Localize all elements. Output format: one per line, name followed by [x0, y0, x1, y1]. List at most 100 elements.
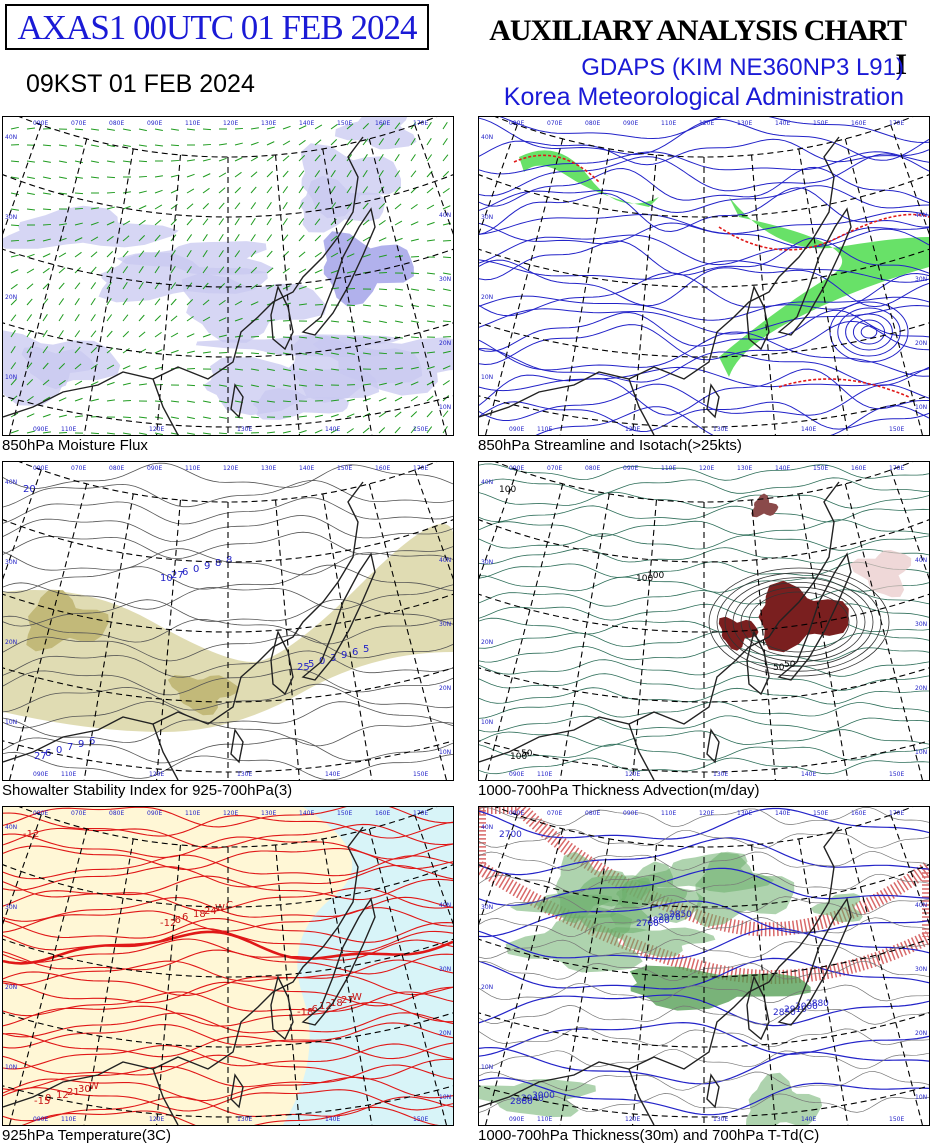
flux-arrow [298, 336, 307, 339]
flux-arrow [410, 411, 418, 418]
graticule-labels: 090E 070E 080E 090E 110E 120E 130E 140E 150E 160E… [481, 810, 927, 1123]
lon-tick-label-bottom: 090E [509, 426, 524, 433]
flux-arrow [154, 315, 162, 322]
lon-tick-label-bottom: 120E [149, 1116, 164, 1123]
flux-arrow [26, 283, 34, 290]
flux-arrow [266, 218, 272, 226]
flux-arrow [138, 190, 147, 194]
flux-arrow [42, 346, 49, 354]
coastline [479, 136, 852, 435]
contour-label: 9 [204, 561, 210, 572]
flux-arrow [42, 396, 51, 402]
lat-tick-label-right: 10N [915, 404, 927, 411]
isotherm [3, 991, 453, 1017]
flux-arrow [266, 431, 275, 434]
flux-arrow [362, 320, 371, 324]
advection-ring [732, 582, 866, 662]
flux-arrow [426, 351, 435, 354]
flux-arrow [394, 220, 403, 226]
flux-arrow [170, 315, 178, 322]
flux-arrow [122, 382, 131, 386]
flux-arrow [10, 269, 19, 274]
vortex-ring [837, 307, 901, 357]
panel-moisture-flux: 090E 070E 080E 090E 110E 120E 130E 140E 150E 160E… [2, 116, 454, 436]
flux-arrow [282, 384, 291, 387]
warm-advection-core [718, 616, 759, 651]
flux-arrow [426, 426, 433, 434]
flux-arrow [282, 202, 288, 210]
flux-arrow [298, 384, 307, 387]
flux-arrow [282, 218, 288, 226]
flux-arrow [218, 299, 226, 306]
advection-ring [708, 567, 890, 677]
lon-tick-label-top: 080E [109, 465, 124, 472]
flux-arrow [186, 350, 195, 354]
flux-arrow [10, 378, 17, 386]
flux-arrow [362, 383, 371, 386]
flux-arrow [90, 128, 99, 131]
flux-arrow [42, 413, 51, 418]
flux-arrow [378, 254, 387, 258]
flux-arrow [10, 298, 18, 306]
flux-arrow [330, 368, 339, 371]
flux-arrow [362, 427, 370, 434]
flux-arrow [42, 238, 51, 242]
coast-korea [746, 284, 770, 351]
lat-tick-label-right: 30N [439, 966, 451, 973]
flux-arrow [106, 128, 115, 131]
flux-arrow [170, 266, 176, 274]
lon-tick-label-bottom: 140E [325, 426, 340, 433]
flux-arrow [42, 314, 48, 322]
graticule [3, 807, 453, 1125]
flux-arrow [314, 429, 323, 434]
flux-arrow [442, 410, 449, 418]
flux-arrow [154, 128, 163, 131]
lat-tick-label-right: 40N [439, 557, 451, 564]
ssi-contour [3, 480, 453, 508]
flux-arrow [122, 205, 131, 210]
flux-arrow [106, 314, 113, 322]
flux-arrow [138, 282, 144, 290]
meridian-line [844, 828, 924, 1125]
flux-arrow [426, 154, 433, 162]
lon-tick-label-top: 160E [375, 810, 390, 817]
flux-arrow [106, 381, 115, 386]
flux-arrow [74, 397, 83, 402]
lon-tick-label-bottom: 110E [61, 1116, 76, 1123]
flux-arrow [378, 138, 385, 146]
flux-arrow [378, 304, 387, 307]
flux-arrow [202, 432, 211, 435]
flux-arrow [330, 320, 339, 323]
isotherm [3, 1001, 453, 1027]
flux-arrow [266, 170, 274, 178]
lon-tick-label-top: 160E [851, 120, 866, 127]
flux-arrow [202, 234, 208, 242]
flux-arrow [170, 218, 178, 226]
flux-arrow [378, 427, 386, 434]
isotherm [21, 1106, 439, 1125]
flux-arrow [442, 256, 452, 259]
flux-arrow [202, 282, 209, 290]
flux-arrow [122, 160, 132, 163]
meridian-line [322, 493, 373, 780]
flux-arrow [266, 155, 274, 162]
contour-label: 5 [308, 659, 314, 670]
lon-tick-label-top: 110E [185, 810, 200, 817]
map-canvas: 2700276028502880288029102940297030003000… [479, 807, 929, 1125]
flux-arrow [202, 400, 211, 404]
flux-arrow [122, 235, 130, 242]
flux-arrow [426, 138, 432, 146]
flux-arrow [186, 218, 193, 226]
flux-arrow [298, 218, 305, 226]
coast-indochina [628, 1068, 655, 1125]
flux-arrow [282, 234, 289, 242]
flux-arrow [218, 202, 225, 210]
lat-tick-label-right: 30N [915, 276, 927, 283]
flux-arrow [426, 410, 433, 418]
flux-arrow [10, 362, 17, 370]
flux-arrow [234, 127, 244, 130]
flux-arrow [106, 330, 113, 338]
flux-arrow [138, 331, 146, 338]
contour-label: -12 [160, 918, 176, 929]
isotherm [3, 864, 453, 891]
